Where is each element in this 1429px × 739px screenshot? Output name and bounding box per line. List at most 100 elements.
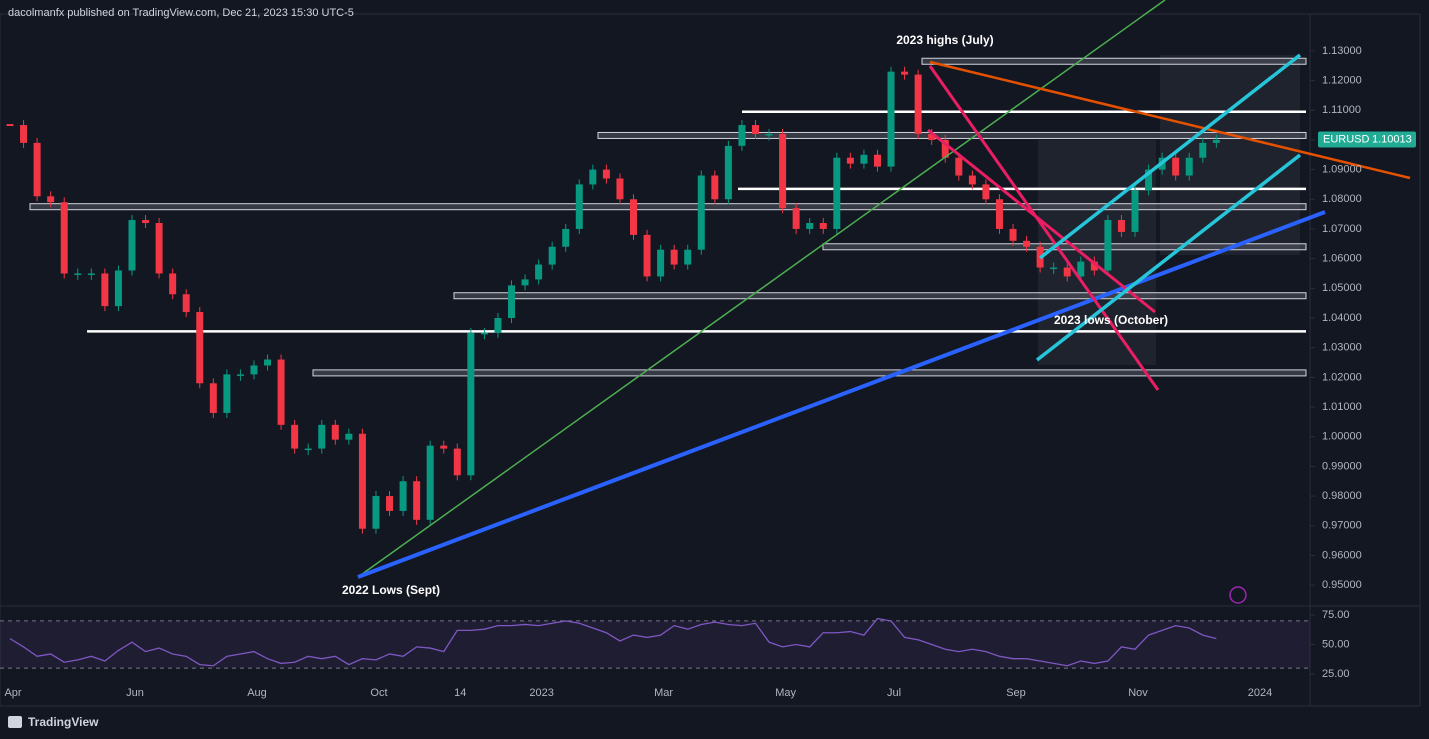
trend-line — [357, 0, 1166, 578]
candle — [792, 208, 800, 229]
level-zone — [921, 57, 1307, 65]
candle — [345, 433, 353, 440]
level-zone — [822, 243, 1307, 251]
candle — [209, 383, 217, 413]
candle — [955, 157, 963, 176]
candle — [480, 332, 488, 335]
candle — [819, 223, 827, 229]
y-tick-label: 1.05000 — [1322, 282, 1362, 294]
candle — [684, 249, 692, 265]
y-tick-label: 1.00000 — [1322, 431, 1362, 443]
y-tick-label: 0.97000 — [1322, 520, 1362, 532]
y-tick-label: 1.03000 — [1322, 342, 1362, 354]
candle — [928, 133, 936, 140]
source-note: dacolmanfx published on TradingView.com,… — [8, 7, 354, 19]
candle — [508, 285, 516, 318]
y-tick-label: 1.12000 — [1322, 74, 1362, 86]
candle — [738, 125, 746, 146]
candle — [602, 169, 610, 179]
trend-line — [929, 60, 1411, 180]
candle — [169, 273, 177, 295]
candle — [711, 175, 719, 200]
channel-line — [928, 65, 1160, 391]
x-tick-label: Jun — [126, 687, 144, 699]
y-tick-label: 1.04000 — [1322, 312, 1362, 324]
candle — [277, 359, 285, 425]
labels: dacolmanfx published on TradingView.com,… — [4, 7, 1416, 729]
candle — [318, 424, 326, 449]
y-tick-label: 1.08000 — [1322, 193, 1362, 205]
y-tick-label: 25.00 — [1322, 668, 1350, 680]
candle — [142, 220, 150, 224]
annotation: 2023 highs (July) — [896, 33, 993, 47]
y-tick-label: 0.99000 — [1322, 460, 1362, 472]
candle — [833, 157, 841, 229]
candle — [914, 74, 922, 134]
candle — [873, 154, 881, 167]
shaded-zone — [1038, 140, 1156, 365]
candle — [1009, 228, 1017, 241]
y-tick-label: 1.06000 — [1322, 253, 1362, 265]
candle — [1185, 157, 1193, 176]
candle — [33, 142, 41, 197]
candle — [494, 317, 502, 333]
candle — [440, 445, 448, 449]
candle — [291, 424, 299, 449]
candle — [589, 169, 597, 185]
candle — [250, 365, 258, 375]
candle — [331, 424, 339, 440]
channel-line — [927, 128, 1156, 314]
channel-line — [1038, 53, 1302, 260]
level-zone — [312, 369, 1307, 377]
brand: TradingView — [28, 715, 99, 729]
candle — [1090, 261, 1098, 271]
x-tick-label: Nov — [1128, 687, 1148, 699]
candle — [196, 312, 204, 384]
candle — [806, 223, 814, 229]
frame — [0, 13, 1421, 707]
candle — [87, 273, 95, 275]
candle — [1117, 220, 1125, 232]
candle — [426, 445, 434, 520]
candle — [74, 273, 82, 275]
x-tick-label: May — [775, 687, 796, 699]
candle — [114, 270, 122, 307]
level-zone — [29, 203, 1307, 211]
legend-entry: EURUSD — [1323, 133, 1370, 145]
candle — [47, 196, 55, 203]
candle — [643, 234, 651, 277]
candle — [358, 433, 366, 529]
annotation: 2023 lows (October) — [1054, 313, 1168, 327]
candle — [1077, 261, 1085, 277]
candle — [751, 125, 759, 134]
y-tick-label: 50.00 — [1322, 638, 1350, 650]
price-tag-label: 1.10013 — [1372, 133, 1412, 145]
candle — [372, 496, 380, 529]
x-tick-label: Oct — [370, 687, 387, 699]
candle — [901, 71, 909, 75]
y-tick-label: 1.07000 — [1322, 223, 1362, 235]
candle — [20, 125, 28, 143]
candle — [575, 184, 583, 229]
candle — [1145, 169, 1153, 191]
candle — [128, 220, 136, 271]
candle — [264, 359, 272, 366]
candle — [548, 246, 556, 265]
candle — [453, 448, 461, 476]
y-tick-label: 0.95000 — [1322, 579, 1362, 591]
annotation: 2022 Lows (Sept) — [342, 583, 440, 597]
background-layer — [0, 55, 1310, 669]
brand-logo — [8, 716, 22, 728]
candle — [1172, 157, 1180, 176]
candle — [887, 71, 895, 167]
candle — [657, 249, 665, 277]
candle — [616, 178, 624, 200]
rsi-line — [9, 617, 1217, 667]
level-zone — [597, 131, 1307, 139]
candle — [399, 481, 407, 511]
event-icon — [1229, 586, 1247, 604]
candle — [779, 133, 787, 209]
y-tick-label: 1.13000 — [1322, 45, 1362, 57]
candle — [562, 228, 570, 247]
